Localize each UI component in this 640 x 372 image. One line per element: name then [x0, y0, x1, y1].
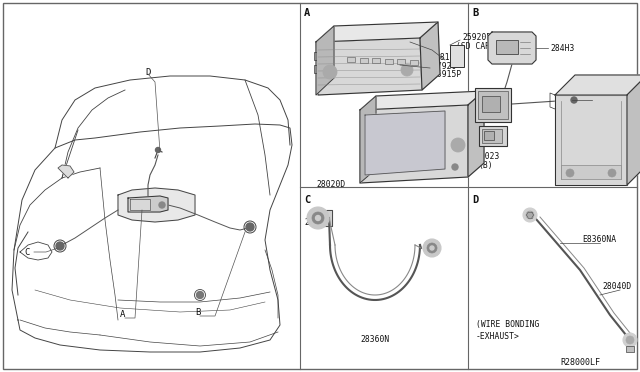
Circle shape [156, 148, 161, 153]
Circle shape [316, 215, 321, 221]
Polygon shape [555, 95, 627, 185]
Bar [372, 58, 380, 63]
Circle shape [246, 223, 254, 231]
Text: A: A [304, 8, 310, 18]
Circle shape [423, 239, 441, 257]
Polygon shape [420, 22, 440, 90]
Circle shape [608, 169, 616, 177]
Polygon shape [118, 188, 195, 222]
Circle shape [566, 169, 574, 177]
Text: C: C [304, 195, 310, 205]
Polygon shape [316, 38, 422, 95]
Bar [385, 58, 393, 64]
Circle shape [626, 336, 634, 344]
Text: (SD CARD): (SD CARD) [456, 42, 500, 51]
Text: -EXHAUST>: -EXHAUST> [476, 332, 520, 341]
Bar [410, 60, 418, 64]
Circle shape [323, 65, 337, 79]
Polygon shape [128, 196, 168, 212]
Bar [360, 58, 367, 62]
Circle shape [451, 138, 465, 152]
Circle shape [401, 64, 413, 76]
Circle shape [452, 164, 458, 170]
Circle shape [571, 97, 577, 103]
Text: 25920P: 25920P [462, 33, 492, 42]
Bar [496, 40, 518, 54]
Text: 28023: 28023 [475, 152, 499, 161]
Circle shape [196, 292, 204, 298]
Polygon shape [627, 75, 640, 185]
Polygon shape [316, 22, 438, 42]
Circle shape [56, 242, 64, 250]
Polygon shape [468, 91, 484, 177]
Circle shape [307, 207, 329, 229]
Polygon shape [360, 96, 376, 183]
Text: 28040D: 28040D [304, 218, 333, 227]
Text: 28088: 28088 [567, 87, 591, 96]
Text: B: B [195, 308, 200, 317]
Polygon shape [360, 91, 484, 110]
Bar [626, 346, 634, 352]
Circle shape [523, 208, 537, 222]
Bar [561, 165, 621, 179]
Text: 28020D: 28020D [316, 180, 345, 189]
Polygon shape [130, 199, 150, 210]
Polygon shape [360, 105, 468, 183]
Text: 28040D: 28040D [602, 282, 631, 291]
Polygon shape [488, 32, 536, 64]
Bar [482, 129, 502, 143]
Polygon shape [316, 26, 334, 95]
Circle shape [312, 212, 324, 224]
Polygon shape [312, 210, 332, 226]
Bar [450, 45, 464, 67]
Text: (B): (B) [478, 161, 493, 170]
Text: 27920: 27920 [432, 62, 456, 71]
Bar [479, 126, 507, 146]
Text: 25915P: 25915P [432, 70, 461, 79]
Text: B: B [472, 8, 478, 18]
Polygon shape [58, 165, 74, 178]
Bar [475, 88, 511, 122]
Text: D: D [145, 68, 150, 77]
Circle shape [623, 333, 637, 347]
Polygon shape [365, 111, 445, 175]
Text: E8360NA: E8360NA [582, 235, 616, 244]
Text: A: A [120, 310, 125, 319]
Text: C: C [24, 248, 29, 257]
Text: 284H3: 284H3 [550, 44, 574, 53]
Polygon shape [555, 75, 640, 95]
Bar [347, 57, 355, 62]
Circle shape [526, 211, 534, 219]
Circle shape [159, 202, 165, 208]
Bar [397, 59, 405, 64]
Text: D: D [472, 195, 478, 205]
Text: 28185: 28185 [435, 53, 460, 62]
Text: 28360N: 28360N [360, 335, 390, 344]
Circle shape [427, 243, 437, 253]
Circle shape [430, 246, 434, 250]
Bar [478, 91, 508, 119]
Bar [482, 96, 500, 112]
Text: (WIRE BONDING: (WIRE BONDING [476, 320, 540, 329]
Bar [484, 131, 494, 140]
Text: R28000LF: R28000LF [560, 358, 600, 367]
